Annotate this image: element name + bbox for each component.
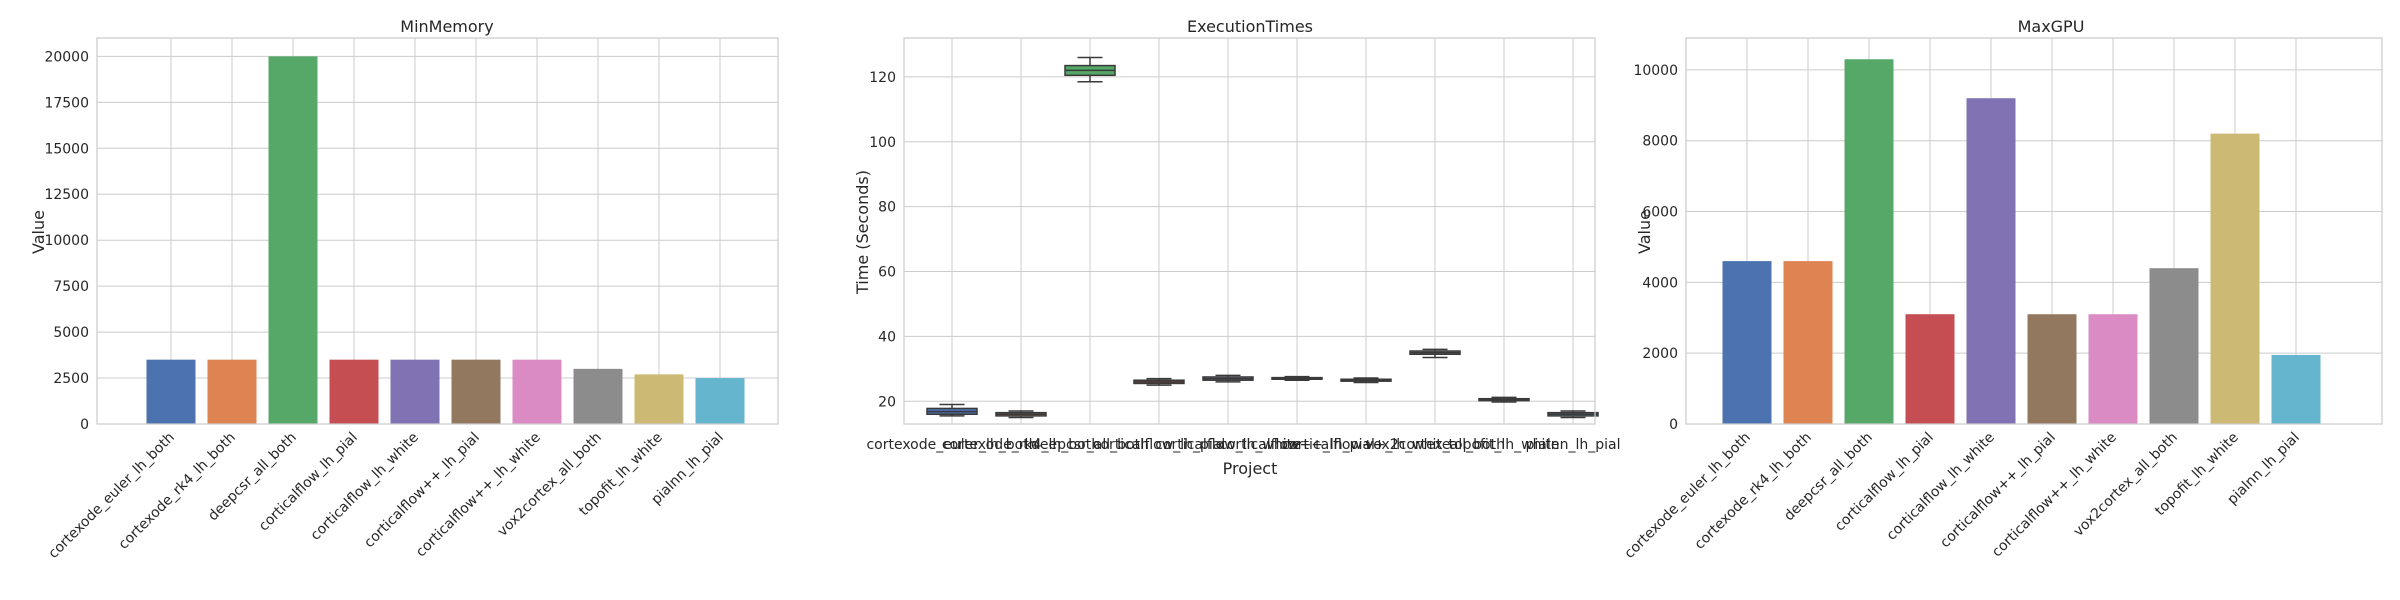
minmemory-bar xyxy=(146,359,196,424)
executiontimes-box xyxy=(995,410,1047,419)
minmemory-ytick-label: 7500 xyxy=(53,279,89,295)
minmemory-panel: MinMemory Value 0 2500 5000 7500 10000 12500 1… xyxy=(29,17,779,562)
maxgpu-bar xyxy=(1783,261,1833,424)
maxgpu-bar xyxy=(2088,314,2138,424)
executiontimes-panel: ExecutionTimes Time (Seconds) Project 20… xyxy=(853,17,1621,478)
maxgpu-xtick-label: corticalflow++_lh_pial xyxy=(1937,430,2059,552)
maxgpu-bar xyxy=(2271,354,2321,424)
minmemory-xtick-label: corticalflow++_lh_white xyxy=(413,430,544,561)
minmemory-ytick-label: 0 xyxy=(80,417,89,433)
executiontimes-box xyxy=(1133,377,1185,386)
minmemory-xtick-label: cortexode_euler_lh_both xyxy=(46,430,178,562)
minmemory-axes-frame xyxy=(96,37,779,425)
executiontimes-box xyxy=(1271,375,1323,381)
minmemory-ytick-label: 5000 xyxy=(53,325,89,341)
minmemory-bar xyxy=(207,359,257,424)
executiontimes-ytick-label: 100 xyxy=(869,135,896,151)
maxgpu-bar xyxy=(2210,133,2260,424)
maxgpu-xtick-label: cortexode_rk4_lh_both xyxy=(1692,430,1815,553)
minmemory-xtick-label: vox2cortex_all_both xyxy=(495,430,605,540)
maxgpu-ytick-label: 8000 xyxy=(1642,134,1678,150)
executiontimes-xtick-label: deepcsr_all_both xyxy=(1031,437,1149,453)
executiontimes-xtick-label: topofit_lh_white xyxy=(1449,437,1560,453)
minmemory-ytick-label: 15000 xyxy=(44,141,89,157)
executiontimes-xlabel: Project xyxy=(1223,459,1278,478)
minmemory-ylabel: Value xyxy=(29,210,48,254)
executiontimes-xtick-label: corticalflow_lh_pial xyxy=(1093,437,1225,453)
minmemory-xtick-label: corticalflow_lh_white xyxy=(308,430,422,544)
maxgpu-bar xyxy=(1966,98,2016,424)
executiontimes-box xyxy=(1202,374,1254,383)
maxgpu-ytick-label: 4000 xyxy=(1642,275,1678,291)
maxgpu-ytick-label: 6000 xyxy=(1642,205,1678,221)
minmemory-ytick-label: 10000 xyxy=(44,233,89,249)
executiontimes-xtick-label: cortexode_rk4_lh_both xyxy=(942,437,1100,453)
maxgpu-axes-frame xyxy=(1685,37,2383,425)
maxgpu-bar xyxy=(1722,261,1772,424)
maxgpu-ytick-label: 2000 xyxy=(1642,346,1678,362)
minmemory-ytick-label: 2500 xyxy=(53,371,89,387)
executiontimes-ytick-label: 60 xyxy=(878,265,896,281)
maxgpu-bar xyxy=(2149,268,2199,424)
minmemory-bar xyxy=(329,359,379,424)
maxgpu-panel: MaxGPU Value 0 2000 4000 6000 8000 10000 corte… xyxy=(1622,17,2383,562)
executiontimes-box xyxy=(1340,377,1392,384)
executiontimes-grid xyxy=(904,38,1595,424)
executiontimes-title: ExecutionTimes xyxy=(1187,17,1313,36)
minmemory-bar xyxy=(268,56,318,424)
minmemory-bar xyxy=(634,374,684,424)
executiontimes-xtick-label: corticalflow_lh_white xyxy=(1155,437,1300,453)
executiontimes-ytick-label: 80 xyxy=(878,200,896,216)
maxgpu-ytick-label: 10000 xyxy=(1633,63,1678,79)
executiontimes-xtick-label: pialnn_lh_pial xyxy=(1526,437,1621,453)
maxgpu-bar xyxy=(1905,314,1955,424)
minmemory-bar xyxy=(390,359,440,424)
minmemory-bar xyxy=(695,378,745,424)
executiontimes-box xyxy=(1547,410,1599,419)
minmemory-bar xyxy=(573,368,623,424)
executiontimes-xtick-label: corticalflow++_lh_pial xyxy=(1219,437,1375,453)
maxgpu-ytick-label: 0 xyxy=(1669,417,1678,433)
minmemory-ytick-label: 17500 xyxy=(44,95,89,111)
executiontimes-xtick-label: corticalflow++_lh_white xyxy=(1282,437,1451,453)
executiontimes-ytick-label: 20 xyxy=(878,394,896,410)
executiontimes-box xyxy=(1064,56,1116,83)
executiontimes-xtick-label: cortexode_euler_lh_both xyxy=(866,437,1037,453)
executiontimes-axes-frame xyxy=(903,37,1596,425)
minmemory-bar xyxy=(451,359,501,424)
maxgpu-bar xyxy=(1844,59,1894,424)
executiontimes-box xyxy=(1478,396,1530,403)
maxgpu-xtick-label: vox2cortex_all_both xyxy=(2071,430,2181,540)
minmemory-ytick-label: 20000 xyxy=(44,49,89,65)
executiontimes-box xyxy=(926,403,978,417)
minmemory-xtick-label: cortexode_rk4_lh_both xyxy=(116,430,239,553)
maxgpu-xtick-label: corticalflow++_lh_white xyxy=(1989,430,2120,561)
minmemory-ytick-label: 12500 xyxy=(44,187,89,203)
maxgpu-xtick-label: corticalflow_lh_white xyxy=(1884,430,1998,544)
executiontimes-ytick-label: 40 xyxy=(878,329,896,345)
executiontimes-ytick-label: 120 xyxy=(869,70,896,86)
maxgpu-ylabel: Value xyxy=(1635,210,1654,254)
minmemory-title: MinMemory xyxy=(400,17,493,36)
executiontimes-ylabel: Time (Seconds) xyxy=(853,170,872,295)
minmemory-bar xyxy=(512,359,562,424)
maxgpu-xtick-label: cortexode_euler_lh_both xyxy=(1622,430,1754,562)
executiontimes-xtick-label: vox2cortex_all_both xyxy=(1365,437,1505,453)
maxgpu-title: MaxGPU xyxy=(2018,17,2085,36)
minmemory-xtick-label: corticalflow++_lh_pial xyxy=(361,430,483,552)
executiontimes-box xyxy=(1409,348,1461,359)
maxgpu-bar xyxy=(2027,314,2077,424)
